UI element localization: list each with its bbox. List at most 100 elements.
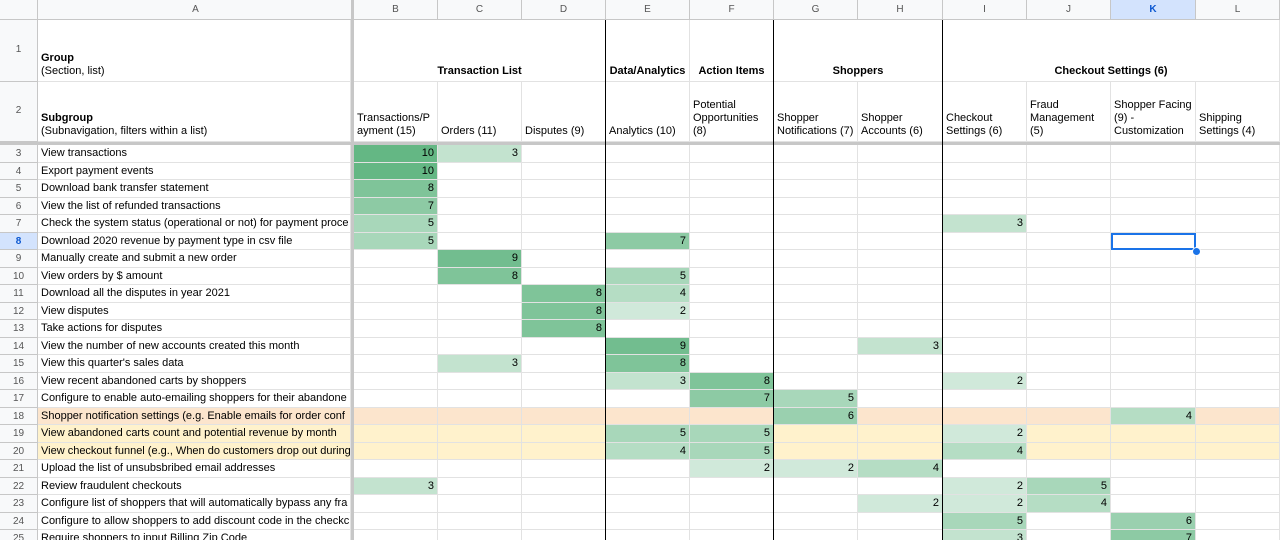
value-cell[interactable]: 8: [522, 320, 606, 338]
value-cell[interactable]: [690, 477, 774, 495]
value-cell[interactable]: [858, 285, 943, 303]
value-cell[interactable]: [774, 215, 858, 233]
value-cell[interactable]: [1111, 372, 1196, 390]
value-cell[interactable]: [1111, 460, 1196, 478]
value-cell[interactable]: [438, 425, 522, 443]
row-label[interactable]: Upload the list of unsubsbribed email ad…: [38, 460, 351, 478]
value-cell[interactable]: [438, 512, 522, 530]
row-label[interactable]: Manually create and submit a new order: [38, 250, 351, 268]
value-cell[interactable]: 5: [690, 442, 774, 460]
value-cell[interactable]: [606, 145, 690, 163]
row-number[interactable]: 12: [0, 302, 38, 320]
value-cell[interactable]: 5: [606, 425, 690, 443]
row-label[interactable]: Configure to enable auto-emailing shoppe…: [38, 390, 351, 408]
value-cell[interactable]: 7: [690, 390, 774, 408]
value-cell[interactable]: [1027, 530, 1111, 540]
value-cell[interactable]: [858, 267, 943, 285]
value-cell[interactable]: 3: [943, 215, 1027, 233]
value-cell[interactable]: [1027, 425, 1111, 443]
value-cell[interactable]: [1111, 477, 1196, 495]
value-cell[interactable]: [774, 145, 858, 163]
value-cell[interactable]: [1111, 302, 1196, 320]
value-cell[interactable]: [438, 460, 522, 478]
value-cell[interactable]: [438, 197, 522, 215]
value-cell[interactable]: [1111, 337, 1196, 355]
value-cell[interactable]: [1196, 407, 1280, 425]
value-cell[interactable]: [354, 250, 438, 268]
value-cell[interactable]: 4: [606, 442, 690, 460]
value-cell[interactable]: [438, 407, 522, 425]
value-cell[interactable]: [354, 512, 438, 530]
value-cell[interactable]: [690, 145, 774, 163]
row-number[interactable]: 13: [0, 320, 38, 338]
value-cell[interactable]: [1111, 495, 1196, 513]
value-cell[interactable]: [522, 495, 606, 513]
value-cell[interactable]: [438, 477, 522, 495]
value-cell[interactable]: [1027, 162, 1111, 180]
value-cell[interactable]: [690, 267, 774, 285]
value-cell[interactable]: [1196, 442, 1280, 460]
value-cell[interactable]: [943, 162, 1027, 180]
value-cell[interactable]: [438, 442, 522, 460]
value-cell[interactable]: [774, 285, 858, 303]
value-cell[interactable]: [774, 180, 858, 198]
row-number[interactable]: 4: [0, 162, 38, 180]
value-cell[interactable]: [1196, 425, 1280, 443]
value-cell[interactable]: [690, 407, 774, 425]
value-cell[interactable]: [354, 425, 438, 443]
value-cell[interactable]: [354, 407, 438, 425]
value-cell[interactable]: [774, 355, 858, 373]
column-header[interactable]: G: [774, 0, 858, 20]
row-label[interactable]: Configure to allow shoppers to add disco…: [38, 512, 351, 530]
value-cell[interactable]: [690, 285, 774, 303]
value-cell[interactable]: [690, 180, 774, 198]
value-cell[interactable]: 6: [774, 407, 858, 425]
value-cell[interactable]: [1196, 250, 1280, 268]
value-cell[interactable]: [1196, 162, 1280, 180]
value-cell[interactable]: 8: [522, 302, 606, 320]
value-cell[interactable]: [1027, 250, 1111, 268]
row-number[interactable]: 16: [0, 372, 38, 390]
value-cell[interactable]: [1111, 180, 1196, 198]
row-number[interactable]: 24: [0, 512, 38, 530]
row-number[interactable]: 18: [0, 407, 38, 425]
value-cell[interactable]: [438, 530, 522, 540]
value-cell[interactable]: [1027, 390, 1111, 408]
column-header[interactable]: F: [690, 0, 774, 20]
value-cell[interactable]: [690, 355, 774, 373]
value-cell[interactable]: [858, 197, 943, 215]
value-cell[interactable]: [1027, 232, 1111, 250]
value-cell[interactable]: [774, 250, 858, 268]
value-cell[interactable]: [522, 477, 606, 495]
value-cell[interactable]: 7: [606, 232, 690, 250]
value-cell[interactable]: 2: [606, 302, 690, 320]
row-label[interactable]: Export payment events: [38, 162, 351, 180]
value-cell[interactable]: [858, 390, 943, 408]
value-cell[interactable]: [1027, 180, 1111, 198]
value-cell[interactable]: 7: [1111, 530, 1196, 540]
row-number[interactable]: 22: [0, 477, 38, 495]
value-cell[interactable]: 3: [858, 337, 943, 355]
column-header[interactable]: D: [522, 0, 606, 20]
row-label[interactable]: Download 2020 revenue by payment type in…: [38, 232, 351, 250]
value-cell[interactable]: [858, 145, 943, 163]
value-cell[interactable]: 3: [354, 477, 438, 495]
value-cell[interactable]: 4: [606, 285, 690, 303]
value-cell[interactable]: [1027, 320, 1111, 338]
value-cell[interactable]: [438, 215, 522, 233]
value-cell[interactable]: [522, 337, 606, 355]
value-cell[interactable]: [522, 162, 606, 180]
column-header[interactable]: J: [1027, 0, 1111, 20]
value-cell[interactable]: [522, 442, 606, 460]
value-cell[interactable]: 4: [943, 442, 1027, 460]
value-cell[interactable]: [1027, 302, 1111, 320]
value-cell[interactable]: [1111, 232, 1196, 250]
value-cell[interactable]: [1196, 267, 1280, 285]
value-cell[interactable]: [354, 460, 438, 478]
value-cell[interactable]: [774, 495, 858, 513]
value-cell[interactable]: [438, 337, 522, 355]
value-cell[interactable]: [1111, 355, 1196, 373]
value-cell[interactable]: 5: [774, 390, 858, 408]
value-cell[interactable]: [606, 495, 690, 513]
value-cell[interactable]: [1111, 442, 1196, 460]
